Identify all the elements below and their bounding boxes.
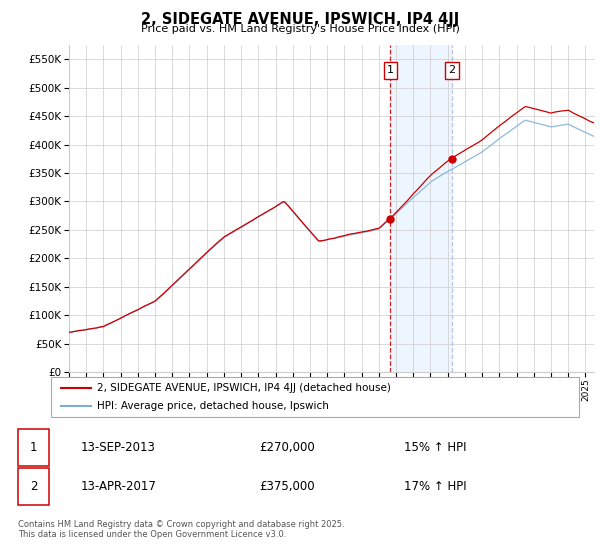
Text: 15% ↑ HPI: 15% ↑ HPI: [404, 441, 466, 454]
Text: 2, SIDEGATE AVENUE, IPSWICH, IP4 4JJ (detached house): 2, SIDEGATE AVENUE, IPSWICH, IP4 4JJ (de…: [97, 383, 391, 393]
FancyBboxPatch shape: [18, 429, 49, 465]
Text: 2: 2: [448, 66, 455, 76]
Text: 2, SIDEGATE AVENUE, IPSWICH, IP4 4JJ: 2, SIDEGATE AVENUE, IPSWICH, IP4 4JJ: [141, 12, 459, 27]
Text: Price paid vs. HM Land Registry's House Price Index (HPI): Price paid vs. HM Land Registry's House …: [140, 24, 460, 34]
Text: HPI: Average price, detached house, Ipswich: HPI: Average price, detached house, Ipsw…: [97, 402, 329, 411]
Text: 13-APR-2017: 13-APR-2017: [81, 480, 157, 493]
Text: 1: 1: [30, 441, 37, 454]
Text: 2: 2: [30, 480, 37, 493]
Text: Contains HM Land Registry data © Crown copyright and database right 2025.
This d: Contains HM Land Registry data © Crown c…: [18, 520, 344, 539]
Text: 1: 1: [387, 66, 394, 76]
FancyBboxPatch shape: [51, 377, 579, 417]
Text: £270,000: £270,000: [260, 441, 316, 454]
Text: £375,000: £375,000: [260, 480, 316, 493]
Bar: [391, 45, 452, 372]
FancyBboxPatch shape: [18, 468, 49, 505]
Text: 17% ↑ HPI: 17% ↑ HPI: [404, 480, 466, 493]
Text: 13-SEP-2013: 13-SEP-2013: [81, 441, 156, 454]
